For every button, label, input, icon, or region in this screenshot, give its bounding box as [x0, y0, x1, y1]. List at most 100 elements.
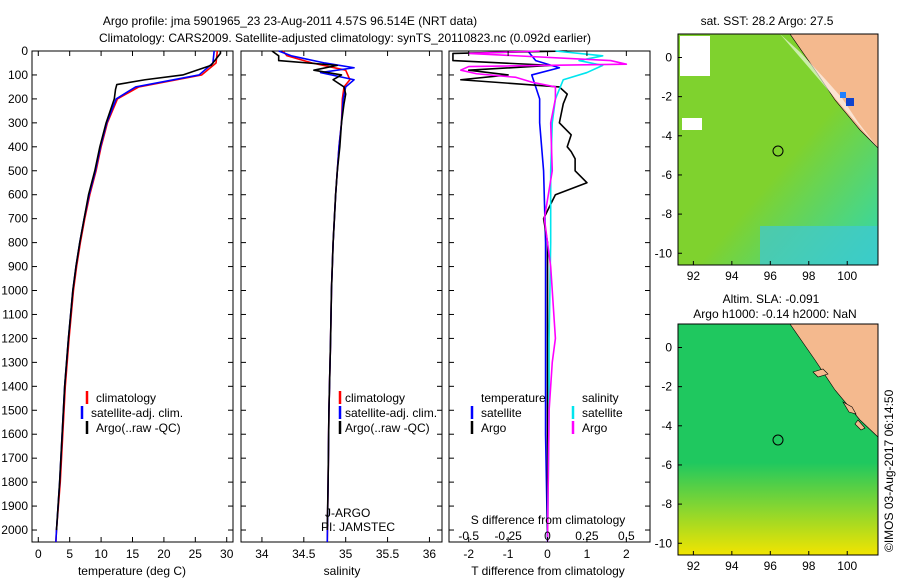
sst-map: [677, 33, 879, 266]
series-line-satellite-adj-clim-: [55, 50, 215, 543]
x-tick-label: 35: [339, 547, 353, 561]
map-x-tick-label: 94: [725, 559, 739, 573]
y-tick-label: 0: [21, 44, 28, 58]
y-tick-label: 600: [8, 188, 28, 202]
y-tick-label: 800: [8, 236, 28, 250]
series-line-argo-raw-qc-: [271, 50, 347, 531]
map-x-tick-label: 98: [802, 559, 816, 573]
y-tick-label: 1900: [1, 499, 28, 513]
sst-cool-patch: [760, 226, 878, 265]
x-tick-label: 5: [66, 547, 73, 561]
sst-map-title: sat. SST: 28.2 Argo: 27.5: [701, 14, 834, 28]
legend-satellite-label: satellite-adj. clim.: [91, 406, 183, 420]
series-line-s-satellite: [546, 50, 604, 543]
legend-climatology-label: climatology: [96, 391, 156, 405]
x-tick-label: 0: [544, 547, 551, 561]
series-line-climatology: [55, 50, 219, 543]
y-tick-label: 1400: [1, 379, 28, 393]
title-line-1: Argo profile: jma 5901965_23 23-Aug-2011…: [103, 14, 477, 28]
map-x-tick-label: 94: [725, 269, 739, 283]
salinity-ticks: 34 34.5 35 35.5 36: [241, 50, 442, 561]
y-tick-label: 300: [8, 116, 28, 130]
x-tick-label: 25: [189, 547, 203, 561]
legend-climatology-label: climatology: [345, 391, 405, 405]
series-line-s-argo: [460, 50, 628, 543]
x-tick-label: 34: [255, 547, 269, 561]
map-y-tick-label: 0: [665, 50, 672, 64]
x-tick-label: 15: [126, 547, 140, 561]
x-tick-label: -1: [503, 547, 514, 561]
legend-argo-label: Argo(..raw -QC): [345, 421, 430, 435]
series-line-satellite-adj-clim-: [278, 50, 355, 543]
map-y-tick-label: -10: [655, 536, 673, 550]
y-tick-label: 1700: [1, 451, 28, 465]
map-x-tick-label: 98: [802, 269, 816, 283]
salinity-annotation-pi: PI: JAMSTEC: [321, 520, 395, 534]
x-tick-label: 36: [423, 547, 437, 561]
argo-position-marker: [772, 434, 784, 446]
sst-map-frame: [677, 33, 879, 266]
x2-tick-label: 0.25: [575, 529, 599, 543]
sst-missing-data: [682, 118, 702, 130]
salinity-legend: climatology satellite-adj. clim. Argo(..…: [338, 391, 437, 435]
x-tick-label: 0: [35, 547, 42, 561]
sla-map-title: Altim. SLA: -0.091: [723, 292, 820, 306]
sst-missing-data: [680, 36, 710, 76]
x2-tick-label: 0.5: [618, 529, 635, 543]
map-y-tick-label: -4: [661, 129, 672, 143]
y-tick-label: 400: [8, 140, 28, 154]
map-y-tick-label: -6: [661, 168, 672, 182]
x-tick-label: 10: [94, 547, 108, 561]
map-y-tick-label: -6: [661, 458, 672, 472]
y-tick-label: 1500: [1, 403, 28, 417]
x-tick-label: 35.5: [376, 547, 400, 561]
legend-s-satellite-label: satellite: [582, 406, 623, 420]
map-x-tick-label: 100: [837, 559, 857, 573]
y-tick-label: 500: [8, 164, 28, 178]
series-line-t-argo: [452, 50, 588, 531]
y-tick-label: 900: [8, 260, 28, 274]
difference-xlabel: T difference from climatology: [471, 564, 625, 578]
y-tick-label: 1200: [1, 331, 28, 345]
x-tick-label: 1: [584, 547, 591, 561]
coastal-blank: [780, 34, 878, 148]
sla-map-frame: [677, 323, 879, 556]
argo-position-marker: [772, 145, 784, 157]
map-x-tick-label: 100: [837, 269, 857, 283]
legend-satellite-label: satellite-adj. clim.: [345, 406, 437, 420]
x-tick-label: 2: [623, 547, 630, 561]
legend-t-argo-label: Argo: [481, 421, 507, 435]
map-y-tick-label: -2: [661, 90, 672, 104]
map-y-tick-label: -2: [661, 380, 672, 394]
y-tick-label: 100: [8, 68, 28, 82]
difference-x2label: S difference from climatology: [471, 513, 626, 527]
y-tick-label: 1100: [2, 307, 28, 321]
title-line-2: Climatology: CARS2009. Satellite-adjuste…: [99, 31, 591, 45]
difference-legend: temperature satellite Argo salinity sate…: [470, 391, 623, 435]
map-x-tick-label: 92: [687, 269, 701, 283]
y-tick-label: 200: [8, 92, 28, 106]
legend-salinity-title: salinity: [582, 391, 619, 405]
series-line-t-satellite: [527, 50, 561, 543]
difference-ticks: -2 -1 0 1 2: [449, 50, 650, 561]
map-y-tick-label: -8: [661, 207, 672, 221]
y-tick-label: 700: [8, 212, 28, 226]
temperature-xlabel: temperature (deg C): [78, 564, 186, 578]
sst-map-ticks: 92 94 96 98 100 0 -2 -4 -6 -8 -10: [655, 50, 858, 283]
x2-tick-label: -0.25: [494, 529, 522, 543]
salinity-xlabel: salinity: [324, 564, 361, 578]
y-tick-label: 2000: [1, 523, 28, 537]
y-tick-label: 1300: [1, 355, 28, 369]
legend-t-satellite-label: satellite: [481, 406, 522, 420]
sst-coastal-cell: [846, 98, 854, 106]
sla-map: [677, 323, 879, 556]
legend-s-argo-label: Argo: [582, 421, 608, 435]
salinity-annotation-project: J-ARGO: [325, 506, 370, 520]
temperature-axes: [31, 50, 234, 543]
series-line-argo-raw-qc-: [55, 51, 222, 531]
y-tick-label: 1800: [1, 475, 28, 489]
salinity-plot: [271, 50, 355, 543]
series-line-climatology: [282, 50, 351, 543]
x-tick-label: 34.5: [292, 547, 316, 561]
